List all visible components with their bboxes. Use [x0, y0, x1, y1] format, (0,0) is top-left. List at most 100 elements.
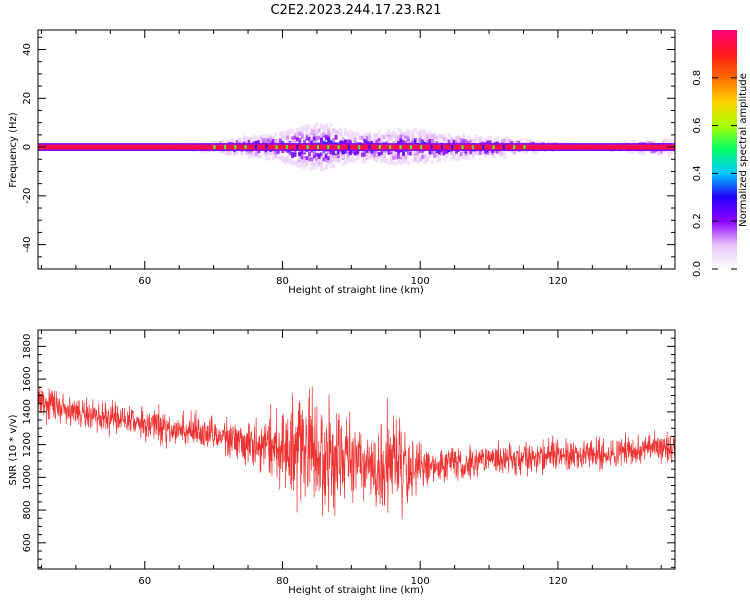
spectral-cell: [445, 136, 449, 141]
spectral-cell: [380, 154, 384, 159]
spectral-cell: [245, 151, 249, 155]
spectral-cell: [274, 132, 278, 137]
spectral-cell: [259, 155, 263, 160]
spectral-cell: [464, 153, 468, 157]
spectral-cell: [344, 161, 348, 166]
spectral-cell: [387, 150, 391, 155]
spectral-cell: [288, 160, 292, 165]
spectral-cell: [346, 156, 350, 161]
spectral-cell: [442, 157, 446, 162]
spectral-cell: [281, 158, 285, 163]
spectral-cell: [351, 149, 355, 154]
spectral-cell: [308, 136, 311, 141]
spectral-cell: [320, 152, 323, 157]
spectral-cell: [377, 130, 381, 135]
spectral-cell: [459, 154, 463, 159]
spectrogram-image: [38, 122, 675, 172]
spectral-cell: [645, 140, 649, 145]
spectrogram-panel: 60 80 100 120 -40 -20 0 20 40 Height of straight…: [8, 29, 676, 296]
spectral-cell: [361, 152, 364, 157]
spectral-cell: [630, 139, 634, 144]
band-speckle: [337, 145, 340, 150]
spectral-cell: [252, 152, 256, 157]
spectral-cell: [322, 154, 326, 159]
spectral-cell: [457, 136, 461, 140]
spectral-cell: [286, 156, 290, 161]
spectral-cell: [498, 150, 502, 155]
spectral-cell: [433, 140, 437, 145]
spectral-cell: [274, 139, 278, 143]
colorbar-tick-label: 0.2: [692, 213, 703, 229]
x-tick-label: 80: [276, 576, 289, 587]
spectral-cell: [435, 136, 439, 140]
colorbar-label: Normalized spectral amplitude: [738, 73, 749, 227]
spectral-cell: [450, 156, 454, 161]
spectral-cell: [312, 141, 316, 145]
spectral-cell: [389, 158, 393, 163]
spectral-cell: [317, 149, 321, 154]
spectral-cell: [211, 140, 215, 145]
spectral-cell: [536, 140, 540, 145]
spectral-cell: [341, 139, 345, 144]
spectral-cell: [488, 140, 492, 145]
spectrogram-x-label: Height of straight line (km): [288, 285, 424, 296]
spectral-cell: [358, 135, 362, 140]
spectral-cell: [262, 133, 266, 138]
spectral-cell: [312, 136, 316, 141]
spectral-cell: [430, 160, 434, 164]
spectral-cell: [324, 126, 328, 131]
spectral-cell: [662, 139, 666, 144]
spectral-cell: [334, 158, 338, 163]
spectral-cell: [435, 153, 439, 158]
spectral-cell: [305, 134, 309, 139]
spectral-cell: [455, 139, 458, 144]
band-speckle: [513, 145, 516, 150]
spectral-cell: [223, 150, 227, 155]
spectral-cell: [230, 138, 234, 143]
spectral-cell: [479, 137, 483, 142]
spectral-cell: [310, 131, 314, 135]
spectral-cell: [365, 140, 369, 145]
spectral-cell: [414, 140, 417, 145]
spectral-cell: [418, 129, 422, 134]
spectral-cell: [467, 141, 470, 146]
spectral-cell: [375, 150, 379, 154]
spectral-cell: [310, 157, 314, 162]
spectral-cell: [402, 160, 405, 165]
spectral-cell: [433, 132, 437, 137]
spectral-cell: [315, 122, 319, 127]
spectral-cell: [295, 161, 299, 166]
spectral-cell: [459, 152, 463, 157]
band-speckle: [306, 145, 309, 150]
spectral-cell: [257, 135, 261, 140]
spectral-cell: [291, 162, 295, 166]
spectral-cell: [423, 129, 427, 134]
spectral-cell: [286, 135, 290, 140]
spectral-cell: [397, 128, 401, 132]
spectral-cell: [389, 136, 393, 141]
spectral-cell: [356, 149, 360, 154]
spectral-cell: [462, 135, 466, 140]
band-speckle: [523, 145, 526, 150]
spectrogram-y-label: Frequency (Hz): [8, 112, 19, 188]
spectral-cell: [288, 128, 292, 133]
spectral-cell: [667, 152, 671, 157]
spectral-cell: [650, 149, 654, 154]
spectral-cell: [262, 138, 266, 143]
spectral-cell: [250, 153, 254, 158]
spectral-cell: [659, 149, 663, 154]
snr-panel: 60 80 100 120 600 800 1000 1200 1400 1600 1800 Hei…: [8, 329, 676, 596]
spectral-cell: [288, 151, 292, 156]
spectral-cell: [257, 153, 261, 158]
spectral-cell: [257, 149, 261, 154]
spectral-cell: [281, 155, 285, 160]
figure-title: C2E2.2023.244.17.23.R21: [270, 3, 441, 18]
spectral-cell: [315, 152, 319, 157]
spectral-cell: [322, 157, 326, 162]
spectral-cell: [476, 151, 480, 156]
spectral-cell: [276, 140, 280, 145]
spectral-cell: [382, 135, 386, 140]
spectral-cell: [385, 132, 389, 137]
colorbar-tick-label: 0.6: [692, 118, 703, 134]
spectral-cell: [418, 157, 422, 162]
